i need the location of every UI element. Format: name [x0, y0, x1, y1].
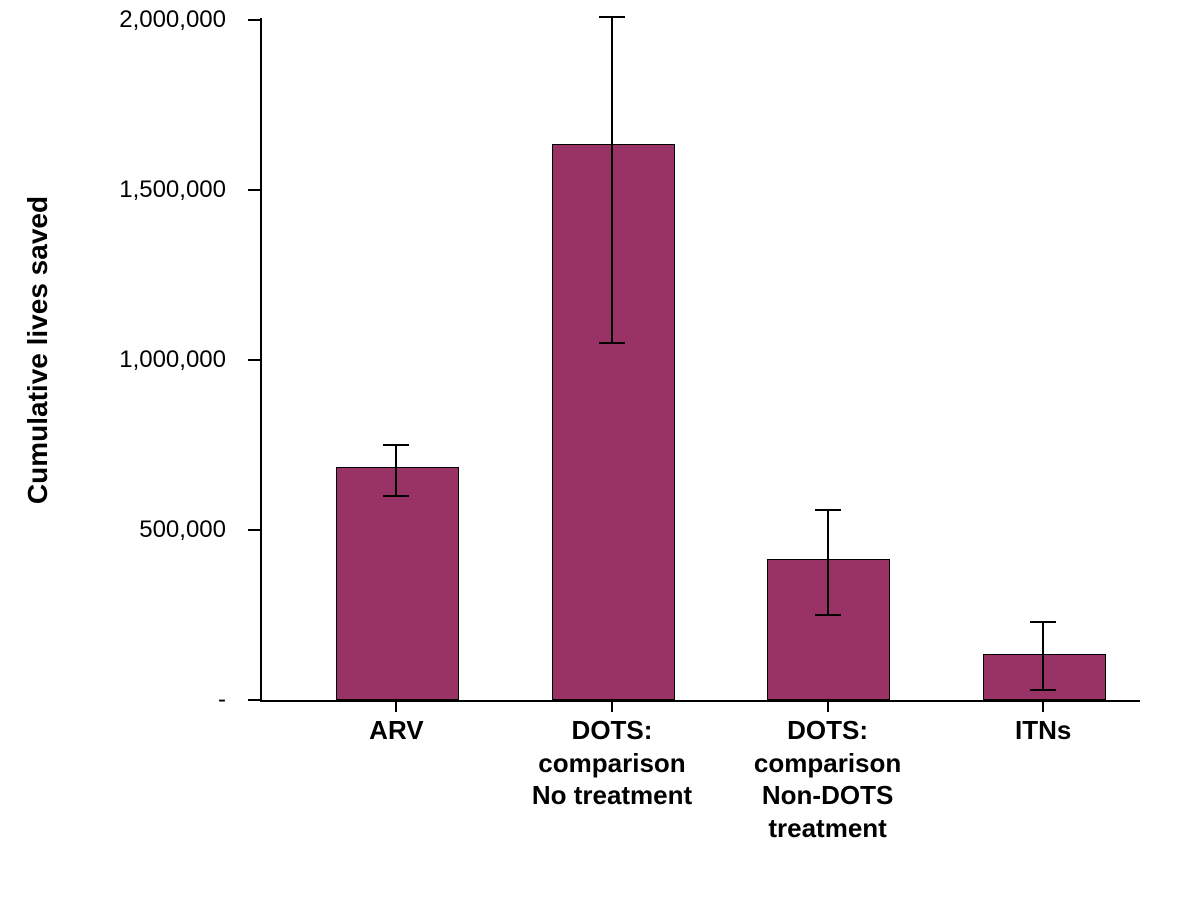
- bar-arv: [336, 467, 459, 700]
- chart-container: Cumulative lives saved -500,0001,000,000…: [0, 0, 1200, 906]
- plot-area: -500,0001,000,0001,500,0002,000,000: [260, 20, 1140, 702]
- x-label-arv: ARV: [369, 714, 423, 747]
- x-label-dots-no-treatment: DOTS: comparison No treatment: [532, 714, 692, 812]
- errorcap-high-arv: [383, 444, 409, 446]
- errorcap-low-itns: [1030, 689, 1056, 691]
- y-tick-label: 2,000,000: [119, 6, 260, 34]
- errorbar-dots-non-dots: [827, 510, 829, 615]
- y-tick-label: 1,500,000: [119, 176, 260, 204]
- y-axis-line: [260, 18, 262, 700]
- x-label-itns: ITNs: [1015, 714, 1071, 747]
- errorcap-low-arv: [383, 495, 409, 497]
- errorcap-high-dots-non-dots: [815, 509, 841, 511]
- errorbar-arv: [395, 445, 397, 496]
- y-axis-title: Cumulative lives saved: [22, 196, 54, 504]
- x-tick-mark: [611, 700, 613, 712]
- y-tick-label: 1,000,000: [119, 346, 260, 374]
- errorcap-high-itns: [1030, 621, 1056, 623]
- errorcap-low-dots-non-dots: [815, 614, 841, 616]
- bar-dots-non-dots: [767, 559, 890, 700]
- y-tick-label: -: [218, 686, 260, 714]
- bar-dots-no-treatment: [552, 144, 675, 700]
- errorbar-itns: [1042, 622, 1044, 690]
- errorcap-low-dots-no-treatment: [599, 342, 625, 344]
- bar-itns: [983, 654, 1106, 700]
- x-tick-mark: [1042, 700, 1044, 712]
- y-axis-title-wrap: Cumulative lives saved: [18, 0, 58, 700]
- x-label-dots-non-dots: DOTS: comparison Non-DOTS treatment: [754, 714, 901, 844]
- y-tick-label: 500,000: [139, 516, 260, 544]
- x-tick-mark: [395, 700, 397, 712]
- errorcap-high-dots-no-treatment: [599, 16, 625, 18]
- errorbar-dots-no-treatment: [611, 17, 613, 343]
- x-tick-mark: [827, 700, 829, 712]
